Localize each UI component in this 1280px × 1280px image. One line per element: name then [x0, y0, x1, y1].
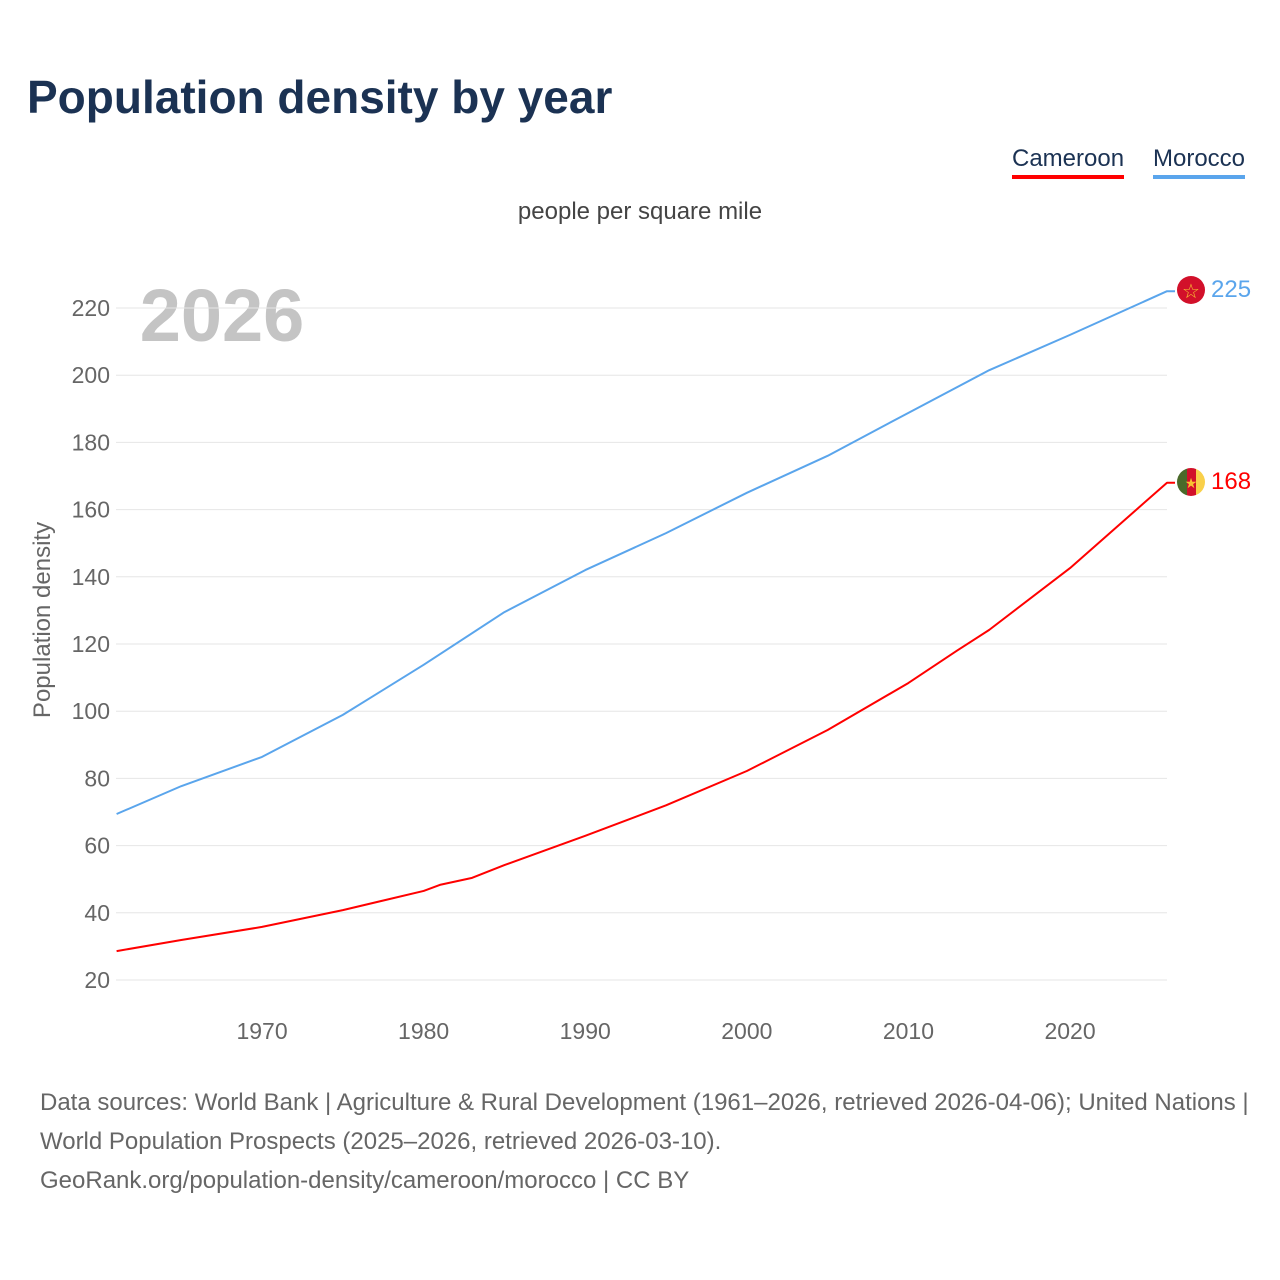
y-tick-label: 80: [84, 765, 110, 791]
flag-cameroon-icon: ★: [1177, 468, 1205, 496]
y-tick-label: 40: [84, 900, 110, 926]
data-sources: Data sources: World Bank | Agriculture &…: [40, 1089, 1249, 1155]
y-tick-label: 60: [84, 833, 110, 859]
footer: Data sources: World Bank | Agriculture &…: [40, 1083, 1250, 1200]
y-tick-label: 100: [72, 698, 110, 724]
svg-text:★: ★: [1185, 475, 1198, 491]
x-tick-label: 1970: [236, 1018, 287, 1044]
x-tick-label: 2010: [883, 1018, 934, 1044]
svg-text:☆: ☆: [1182, 281, 1200, 303]
y-tick-label: 140: [72, 564, 110, 590]
chart-title: Population density by year: [27, 71, 613, 123]
y-tick-label: 20: [84, 967, 110, 993]
y-tick-label: 120: [72, 631, 110, 657]
series-line-cameroon: [116, 481, 1175, 953]
source-link[interactable]: GeoRank.org/population-density/cameroon/…: [40, 1167, 690, 1194]
y-tick-label: 220: [72, 295, 110, 321]
end-label-cameroon: 168: [1211, 468, 1251, 495]
year-watermark: 2026: [140, 274, 305, 357]
legend-item-cameroon[interactable]: Cameroon: [1012, 145, 1125, 179]
y-tick-label: 160: [72, 497, 110, 523]
y-tick-label: 200: [72, 362, 110, 388]
flag-morocco-icon: ☆: [1177, 276, 1205, 304]
y-tick-label: 180: [72, 429, 110, 455]
x-tick-label: 1980: [398, 1018, 449, 1044]
chart-subtitle: people per square mile: [517, 198, 763, 225]
x-tick-label: 2000: [721, 1018, 772, 1044]
legend-item-morocco[interactable]: Morocco: [1153, 145, 1246, 179]
y-axis-label: Population density: [29, 522, 56, 718]
end-label-morocco: 225: [1211, 276, 1251, 303]
x-tick-label: 1990: [560, 1018, 611, 1044]
series-line-morocco: [116, 290, 1175, 815]
x-tick-label: 2020: [1044, 1018, 1095, 1044]
